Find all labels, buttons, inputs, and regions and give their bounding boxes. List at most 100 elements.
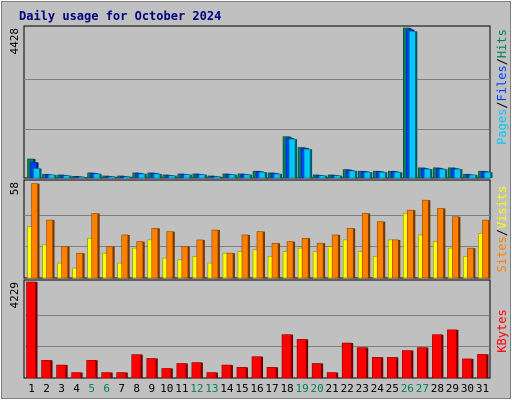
legend-entry-hits-files-pages-0: Pages (495, 109, 509, 145)
bar-kbytes-11 (176, 363, 187, 379)
bar-kbytes-15 (236, 367, 247, 379)
bar-pages-25 (393, 171, 401, 179)
y-max-label-kbytes: 4229 (8, 282, 21, 309)
bar-pages-1 (33, 168, 40, 179)
bar-sites-15 (241, 234, 249, 279)
bar-sites-2 (46, 219, 53, 279)
y-max-label-visits-sites: 58 (8, 182, 21, 195)
bar-pages-29 (454, 168, 461, 179)
bar-pages-19 (303, 148, 311, 179)
bar-sites-26 (407, 209, 414, 279)
bar-kbytes-5 (86, 359, 96, 379)
bar-sites-3 (61, 246, 68, 279)
bar-sites-20 (316, 242, 324, 279)
bar-sites-25 (391, 239, 399, 279)
legend-entry-kbytes-0: KBytes (495, 309, 509, 352)
bar-pages-28 (439, 168, 446, 179)
x-tick-9: 9 (148, 382, 155, 395)
legend-entry-hits-files-pages-4: Hits (495, 29, 509, 58)
bar-kbytes-30 (462, 358, 472, 379)
bar-pages-20 (318, 175, 326, 179)
legend-hits-files-pages: Pages/Files/Hits (495, 29, 509, 145)
legend-kbytes: KBytes (495, 309, 509, 352)
bar-kbytes-13 (206, 372, 217, 379)
bar-sites-7 (121, 234, 129, 279)
bar-sites-13 (211, 229, 219, 279)
bar-kbytes-26 (402, 350, 412, 379)
x-tick-12: 12 (190, 382, 203, 395)
bar-pages-10 (168, 175, 176, 179)
x-tick-4: 4 (73, 382, 80, 395)
bar-sites-16 (256, 231, 264, 279)
bar-pages-31 (484, 171, 491, 179)
bar-sites-6 (106, 246, 113, 279)
chart-title: Daily usage for October 2024 (19, 9, 221, 23)
x-tick-11: 11 (175, 382, 188, 395)
bar-pages-12 (198, 174, 206, 179)
x-tick-21: 21 (326, 382, 339, 395)
x-tick-23: 23 (356, 382, 369, 395)
bar-sites-12 (196, 239, 204, 279)
bar-pages-5 (93, 173, 100, 179)
bar-pages-2 (48, 174, 55, 179)
x-tick-18: 18 (280, 382, 293, 395)
x-tick-2: 2 (43, 382, 50, 395)
bar-kbytes-22 (341, 342, 352, 379)
bar-pages-22 (348, 170, 356, 179)
x-tick-22: 22 (341, 382, 354, 395)
x-tick-8: 8 (133, 382, 140, 395)
bar-kbytes-12 (191, 362, 202, 379)
bar-sites-27 (422, 199, 429, 279)
bar-sites-19 (301, 237, 309, 279)
bar-kbytes-29 (447, 329, 457, 379)
bar-pages-4 (78, 176, 85, 179)
bar-pages-7 (123, 176, 131, 179)
bar-sites-10 (166, 231, 174, 279)
x-tick-15: 15 (235, 382, 248, 395)
x-tick-14: 14 (220, 382, 234, 395)
bar-kbytes-19 (296, 339, 307, 379)
bar-kbytes-8 (131, 354, 142, 379)
bar-sites-5 (91, 213, 98, 279)
x-tick-20: 20 (311, 382, 324, 395)
bar-sites-4 (76, 252, 83, 279)
bar-kbytes-16 (251, 356, 262, 379)
x-tick-26: 26 (401, 382, 414, 395)
bar-kbytes-7 (116, 372, 127, 379)
x-tick-31: 31 (476, 382, 489, 395)
bar-pages-13 (213, 176, 221, 179)
bar-sites-21 (331, 234, 339, 279)
bar-pages-30 (469, 174, 476, 179)
bar-kbytes-14 (221, 364, 232, 379)
bar-pages-8 (138, 173, 146, 179)
bar-pages-3 (63, 175, 70, 179)
bar-pages-26 (409, 31, 416, 179)
x-tick-16: 16 (250, 382, 263, 395)
bar-sites-24 (376, 221, 384, 279)
bar-pages-24 (378, 171, 386, 179)
bar-kbytes-17 (266, 367, 277, 379)
bar-kbytes-31 (477, 354, 487, 379)
x-tick-5: 5 (88, 382, 95, 395)
bar-sites-22 (346, 228, 354, 279)
x-tick-10: 10 (160, 382, 173, 395)
bar-sites-14 (226, 252, 234, 279)
bar-sites-31 (482, 219, 489, 279)
bar-kbytes-2 (41, 359, 51, 379)
bar-kbytes-9 (146, 358, 157, 379)
bar-sites-9 (151, 228, 159, 279)
bar-pages-16 (258, 171, 266, 179)
bar-pages-23 (363, 171, 371, 179)
bar-kbytes-4 (71, 372, 81, 379)
bar-sites-23 (361, 213, 369, 279)
legend-entry-hits-files-pages-2: Files (495, 65, 509, 101)
x-tick-1: 1 (28, 382, 35, 395)
bar-pages-18 (288, 138, 296, 179)
bar-kbytes-27 (417, 347, 427, 379)
x-tick-6: 6 (103, 382, 110, 395)
bar-sites-18 (286, 241, 294, 279)
x-tick-7: 7 (118, 382, 125, 395)
bar-sites-29 (452, 216, 459, 279)
